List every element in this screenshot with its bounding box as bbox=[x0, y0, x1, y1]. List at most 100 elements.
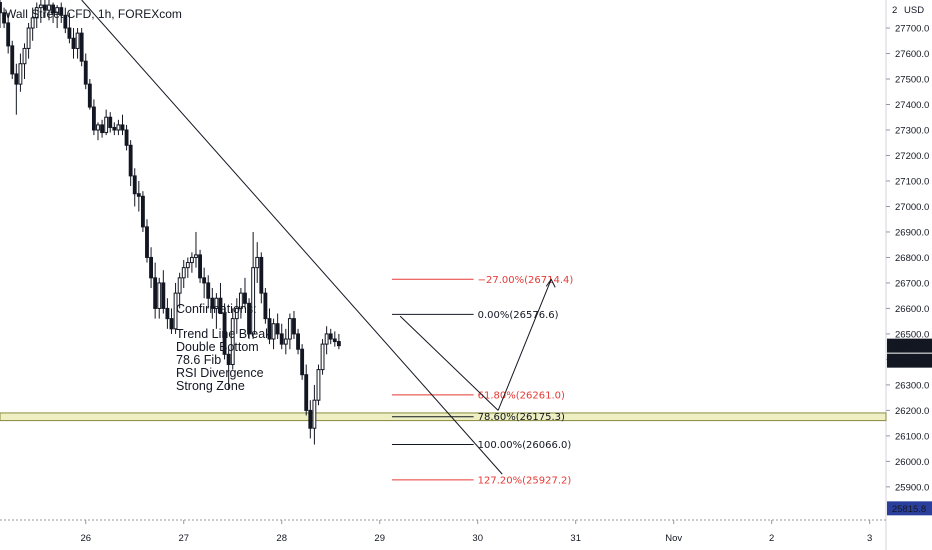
candle bbox=[181, 260, 186, 289]
candle-body-down bbox=[42, 4, 47, 11]
candle bbox=[120, 114, 125, 136]
price-tick-label: 27000.0 bbox=[895, 202, 929, 213]
time-tick-label: 30 bbox=[472, 533, 483, 544]
candle-body-down bbox=[263, 292, 268, 320]
candle bbox=[189, 252, 194, 273]
projection-line bbox=[399, 315, 499, 411]
candle bbox=[169, 308, 174, 334]
candle bbox=[263, 288, 268, 324]
trend-line bbox=[81, 0, 503, 475]
candle bbox=[34, 2, 39, 29]
price-tick-label: 26000.0 bbox=[895, 457, 929, 468]
candle bbox=[26, 22, 31, 59]
candle-body-down bbox=[161, 282, 166, 309]
candle-series bbox=[0, 0, 341, 445]
price-tick-label: 26600.0 bbox=[895, 304, 929, 315]
price-tick-label: 26700.0 bbox=[895, 278, 929, 289]
candle bbox=[124, 124, 129, 151]
candle bbox=[194, 231, 198, 268]
candle bbox=[292, 310, 296, 340]
candle bbox=[149, 247, 153, 289]
candle bbox=[275, 313, 280, 340]
candle-body-down bbox=[145, 226, 149, 258]
fib-level-label: 0.00%(26576.6) bbox=[478, 310, 559, 321]
candle bbox=[279, 323, 284, 350]
candle bbox=[22, 43, 27, 80]
candle bbox=[177, 272, 182, 309]
candle-body-up bbox=[96, 124, 100, 131]
time-tick-label: 31 bbox=[570, 533, 581, 544]
candle bbox=[206, 275, 211, 309]
candle-body-down bbox=[218, 297, 223, 315]
fib-level-label: −27.00%(26714.4) bbox=[478, 275, 574, 286]
candle-body-down bbox=[153, 277, 158, 309]
confirmation-item: Trend Line Break bbox=[176, 327, 272, 341]
candle bbox=[112, 122, 117, 136]
candle bbox=[157, 277, 162, 319]
candle-body-down bbox=[292, 318, 296, 335]
candle-body-down bbox=[83, 60, 88, 85]
candle-body-up bbox=[157, 282, 162, 309]
candle-body-up bbox=[238, 292, 243, 309]
candle-body-down bbox=[63, 14, 68, 29]
candle-body-up bbox=[320, 343, 325, 371]
candle bbox=[267, 308, 272, 345]
candle-body-down bbox=[206, 282, 211, 299]
candle-body-up bbox=[312, 399, 317, 429]
projection-arrow-head bbox=[545, 278, 556, 288]
candle bbox=[230, 308, 235, 370]
time-tick-label: 27 bbox=[178, 533, 189, 544]
candle bbox=[10, 40, 15, 80]
candle-body-down bbox=[275, 323, 280, 335]
candle-body-down bbox=[149, 256, 153, 279]
candle bbox=[320, 339, 325, 375]
price-tick-label: 26200.0 bbox=[895, 406, 929, 417]
candle bbox=[153, 262, 158, 319]
candle bbox=[316, 364, 321, 406]
candle bbox=[145, 219, 149, 263]
candle bbox=[251, 231, 256, 340]
candle-body-down bbox=[79, 32, 84, 62]
confirmation-item: RSI Divergence bbox=[176, 366, 264, 380]
candle bbox=[132, 168, 137, 207]
candle bbox=[198, 249, 202, 283]
candle-body-up bbox=[116, 124, 121, 131]
projection-line bbox=[497, 279, 552, 411]
fib-level-label: 127.20%(25927.2) bbox=[478, 475, 572, 486]
candle bbox=[79, 28, 84, 67]
candle-body-down bbox=[128, 144, 133, 177]
candle-body-down bbox=[202, 277, 207, 284]
candle bbox=[63, 7, 68, 34]
price-tick-label: 26500.0 bbox=[895, 329, 929, 340]
candle-body-down bbox=[87, 83, 92, 108]
candle-body-down bbox=[267, 318, 272, 340]
candle bbox=[287, 313, 292, 350]
price-scale-multiplier: 2 bbox=[892, 5, 897, 16]
candle-body-up bbox=[26, 27, 31, 49]
candle-body-down bbox=[6, 22, 11, 47]
candle-body-up bbox=[185, 262, 190, 269]
candle bbox=[173, 282, 178, 334]
candle-body-down bbox=[300, 348, 305, 376]
price-tick-label: 26300.0 bbox=[895, 380, 929, 391]
candle-body-down bbox=[308, 409, 313, 429]
candle-body-down bbox=[328, 333, 333, 340]
candle-body-down bbox=[165, 307, 170, 320]
candle-body-up bbox=[194, 254, 198, 258]
candle-body-down bbox=[112, 126, 117, 131]
candle bbox=[71, 28, 76, 59]
candle-body-up bbox=[230, 318, 235, 366]
time-axis[interactable]: 26 27 28 29 30 31 Nov 2 3 bbox=[80, 520, 872, 544]
candle bbox=[91, 99, 96, 136]
candle-body-down bbox=[132, 175, 137, 195]
candle-body-up bbox=[214, 297, 219, 309]
candle-body-down bbox=[210, 297, 215, 309]
candle bbox=[42, 0, 47, 18]
chart-title: Wall Street CFD, 1h, FOREXcom bbox=[5, 7, 182, 21]
candle bbox=[14, 63, 19, 115]
candle bbox=[259, 252, 264, 304]
candle bbox=[59, 2, 64, 23]
countdown-badge-bg bbox=[887, 353, 932, 368]
